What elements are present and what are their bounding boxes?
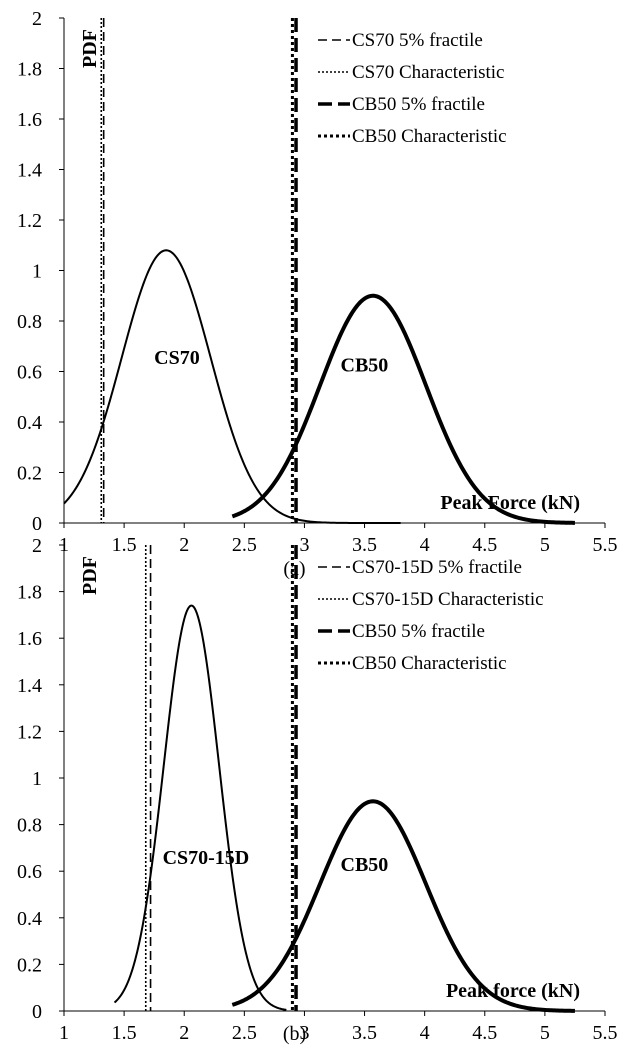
- legend-label-2: CS70 Characteristic: [352, 62, 505, 83]
- x-tick-label: 3: [299, 1022, 309, 1044]
- x-tick-label: 2.5: [232, 1022, 257, 1044]
- legend-label-1: CS70-15D 5% fractile: [352, 557, 522, 578]
- x-tick-label: 5.5: [593, 1022, 618, 1044]
- series-curve-cs70-15d: [113, 604, 287, 1011]
- y-tick-label: 1.8: [17, 582, 42, 604]
- chart-panel-a: 11.522.533.544.555.500.20.40.60.811.21.4…: [17, 8, 618, 580]
- y-tick-label: 2: [32, 8, 42, 30]
- x-tick-label: 1.5: [112, 534, 137, 556]
- series-label-cb50: CB50: [341, 854, 389, 876]
- y-tick-label: 2: [32, 535, 42, 557]
- x-tick-label: 4: [420, 1022, 430, 1044]
- y-tick-label: 1: [32, 768, 42, 790]
- y-tick-label: 1.8: [17, 59, 42, 81]
- chart-panel-b: 1 1.5 2 2.5 3 3.5 4 4.5 5 5.5 0 0.2 0.4 0.6 0.8 1 1.2 1.4…: [17, 535, 618, 1045]
- y-tick-label: 0.2: [17, 463, 42, 485]
- y-tick-label: 1.6: [17, 109, 42, 131]
- legend-label-4: CB50 Characteristic: [352, 126, 507, 147]
- x-tick-label: 5: [540, 534, 550, 556]
- y-tick-label: 0.4: [17, 412, 42, 434]
- legend-label-3: CB50 5% fractile: [352, 94, 485, 115]
- x-tick-label: 1: [59, 1022, 69, 1044]
- y-tick-label: 1: [32, 261, 42, 283]
- series-curve-cb50: [231, 799, 575, 1013]
- y-axis-label: PDF: [79, 556, 101, 595]
- x-tick-label: 4: [420, 534, 430, 556]
- y-tick-label: 0.8: [17, 311, 42, 333]
- x-tick-label: 3.5: [352, 1022, 377, 1044]
- x-axis-label: Peak Force (kN): [440, 492, 580, 514]
- legend-label-1: CS70 5% fractile: [352, 30, 483, 51]
- x-tick-label: 1.5: [112, 1022, 137, 1044]
- y-tick-label: 0.6: [17, 861, 42, 883]
- series-label-cs70: CS70: [154, 347, 200, 369]
- y-tick-label: 0.4: [17, 908, 42, 930]
- y-tick-label: 0: [32, 513, 42, 535]
- y-axis-label: PDF: [79, 29, 101, 68]
- y-tick-label: 1.2: [17, 210, 42, 232]
- x-tick-label: 5.5: [593, 534, 618, 556]
- y-tick-label: 0.6: [17, 362, 42, 384]
- x-tick-label: 2: [179, 534, 189, 556]
- x-tick-label: 4.5: [472, 1022, 497, 1044]
- x-tick-label: 5: [540, 1022, 550, 1044]
- y-tick-label: 0.2: [17, 954, 42, 976]
- series-curve-cs70: [63, 249, 401, 524]
- x-tick-label: 3.5: [352, 534, 377, 556]
- y-tick-label: 1.2: [17, 721, 42, 743]
- x-tick-label: 2.5: [232, 534, 257, 556]
- x-tick-label: 2: [179, 1022, 189, 1044]
- series-label-cb50: CB50: [341, 355, 389, 377]
- series-curve-cb50: [231, 293, 575, 525]
- x-tick-label: 3: [299, 534, 309, 556]
- legend-label-2: CS70-15D Characteristic: [352, 589, 544, 610]
- y-tick-label: 0.8: [17, 815, 42, 837]
- y-tick-label: 1.4: [17, 675, 42, 697]
- series-label-cs70-15d: CS70-15D: [163, 847, 250, 869]
- legend-label-4: CB50 Characteristic: [352, 653, 507, 674]
- y-tick-label: 1.6: [17, 628, 42, 650]
- legend-label-3: CB50 5% fractile: [352, 621, 485, 642]
- panel-caption: (b): [283, 1023, 306, 1045]
- y-tick-label: 0: [32, 1001, 42, 1023]
- x-tick-label: 4.5: [472, 534, 497, 556]
- x-axis-label: Peak force (kN): [446, 980, 580, 1002]
- y-tick-label: 1.4: [17, 160, 42, 182]
